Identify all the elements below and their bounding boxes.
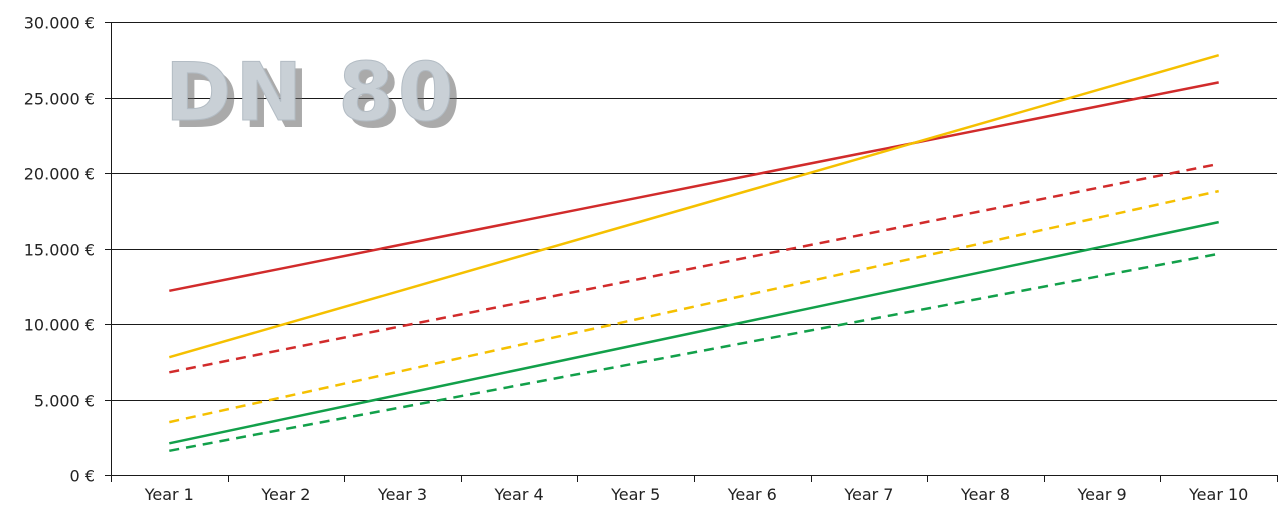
y-tick-label: 25.000 €: [24, 90, 95, 109]
series-line-3: [169, 162, 1219, 374]
x-tick-label: Year 10: [1188, 485, 1248, 504]
y-tick-label: 30.000 €: [24, 14, 95, 33]
x-tick-label: Year 5: [610, 485, 660, 504]
series-lines: [168, 53, 1220, 453]
chart-title-text: DN 80: [165, 46, 458, 139]
x-axis-tick-labels: Year 1 Year 2 Year 3 Year 4 Year 5 Year 6 Year…: [144, 485, 1249, 504]
series-line-6: [169, 252, 1219, 453]
x-tick-label: Year 6: [727, 485, 777, 504]
x-tick-label: Year 2: [260, 485, 310, 504]
chart-title-shadow: DN 80: [172, 53, 465, 146]
series-line-5: [169, 220, 1219, 445]
x-tick-label: Year 8: [960, 485, 1010, 504]
x-tick-label: Year 7: [843, 485, 893, 504]
series-line-4: [169, 189, 1219, 424]
x-tick-label: Year 1: [144, 485, 194, 504]
chart-title: DN 80 DN 80: [165, 46, 465, 147]
series-line-1: [169, 81, 1219, 293]
gridlines: [111, 22, 1277, 401]
axes: [105, 22, 1278, 482]
y-tick-label: 0 €: [70, 467, 95, 486]
series-line-2: [168, 53, 1220, 359]
y-tick-label: 5.000 €: [34, 392, 95, 411]
y-tick-label: 10.000 €: [24, 316, 95, 335]
y-tick-label: 20.000 €: [24, 165, 95, 184]
x-tick-label: Year 3: [377, 485, 427, 504]
y-tick-label: 15.000 €: [24, 241, 95, 260]
x-tick-label: Year 9: [1077, 485, 1127, 504]
x-tick-label: Year 4: [494, 485, 544, 504]
y-axis-tick-labels: 0 € 5.000 € 10.000 € 15.000 € 20.000 € 25.000…: [24, 14, 95, 486]
